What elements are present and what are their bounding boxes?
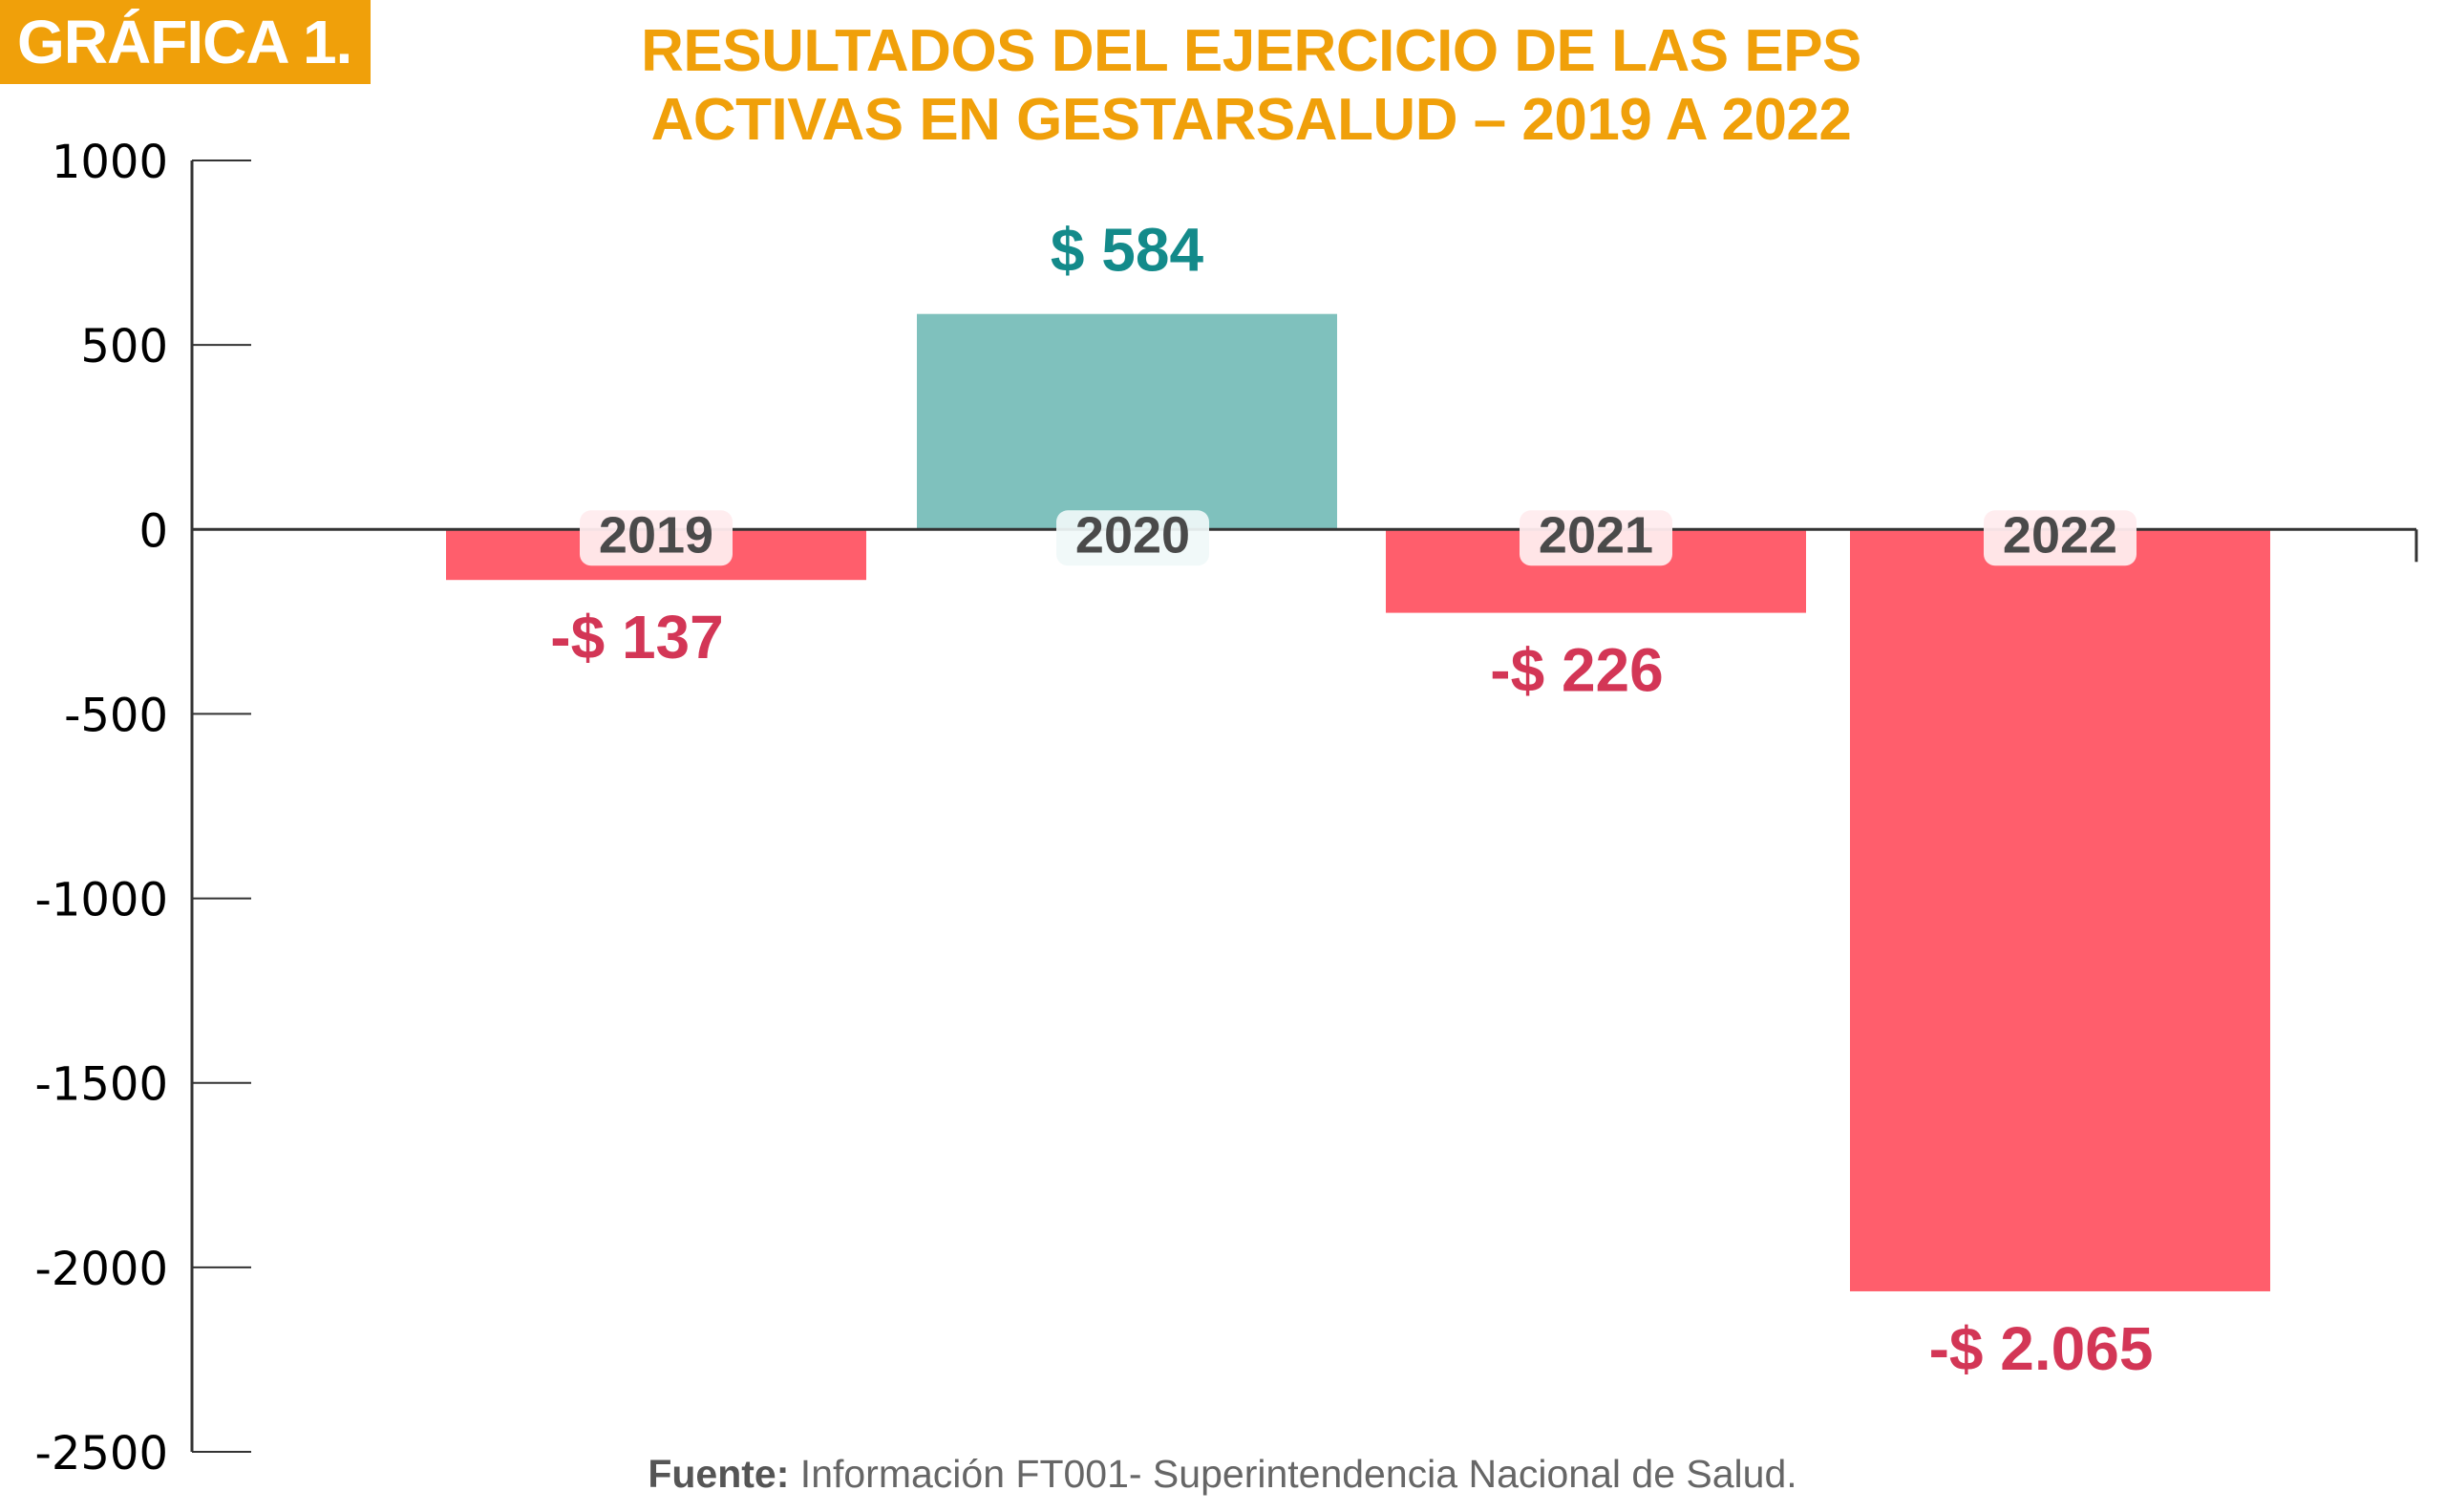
category-label-2021: 2021 (1539, 506, 1653, 564)
category-label-bg (580, 510, 733, 566)
y-tick-label: 500 (80, 320, 168, 373)
source-note: Fuente: Información FT001- Superintenden… (0, 1452, 2445, 1497)
category-label-bg (1984, 510, 2137, 566)
data-label-2022: -$ 2.065 (1929, 1314, 2154, 1383)
bar-2020 (917, 313, 1337, 530)
bars-layer (446, 313, 2270, 1291)
data-label-2021: -$ 226 (1490, 636, 1663, 705)
y-tick-label: 0 (138, 504, 168, 558)
data-label-2019: -$ 137 (550, 603, 723, 671)
y-tick-label: -1500 (35, 1058, 168, 1112)
source-text: Información FT001- Superintendencia Naci… (799, 1452, 1797, 1496)
data-label-2020: $ 584 (1051, 216, 1204, 285)
chart-title-line-2: ACTIVAS EN GESTARSALUD – 2019 A 2022 (650, 87, 1852, 153)
y-tick-label: -500 (64, 689, 168, 742)
figure-badge: GRÁFICA 1. (0, 0, 371, 84)
labels-layer: 2019 2020 2021 2022 -$ 137 $ 584 -$ 226 -$ 2.06… (550, 216, 2153, 1383)
y-tick-label: 1000 (52, 136, 168, 189)
axis-layer: 1000 500 0 -500 -1000 -1500 -2000 -2500 (35, 136, 2418, 1480)
y-tick-label: -2500 (35, 1427, 168, 1480)
bar-2022 (1850, 529, 2270, 1291)
y-tick-label: -1000 (35, 874, 168, 927)
category-label-2020: 2020 (1075, 506, 1190, 564)
y-tick-label: -2000 (35, 1243, 168, 1296)
chart-title: RESULTADOS DEL EJERCICIO DE LAS EPS ACTI… (535, 17, 1967, 155)
category-label-2022: 2022 (2003, 506, 2117, 564)
category-label-bg (1056, 510, 1209, 566)
chart-title-line-1: RESULTADOS DEL EJERCICIO DE LAS EPS (641, 18, 1861, 84)
category-label-bg (1520, 510, 1672, 566)
source-label: Fuente: (648, 1452, 790, 1496)
category-label-2019: 2019 (599, 506, 713, 564)
